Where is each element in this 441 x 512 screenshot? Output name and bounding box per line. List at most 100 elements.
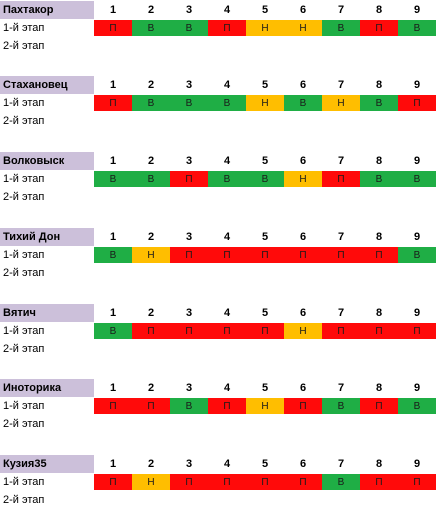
result-cell: П (208, 323, 246, 339)
round-number: 1 (109, 231, 117, 243)
stage-label: 1-й этап (3, 249, 45, 261)
round-number: 4 (223, 231, 231, 243)
result-cell: П (94, 474, 132, 490)
result-cell: В (398, 20, 436, 36)
result-cell: П (360, 323, 398, 339)
team-name: Иноторика (0, 379, 94, 397)
result-cell: В (322, 474, 360, 490)
result-cell: Н (246, 95, 284, 111)
round-number: 5 (261, 4, 269, 16)
team-header-row: Волковыск 1 2 3 4 5 6 7 8 9 (0, 152, 436, 170)
team-name: Кузия35 (0, 455, 94, 473)
team-block: Пахтакор 1 2 3 4 5 6 7 8 9 1-й этап П В В П Н Н В П В 2-й эт… (0, 0, 441, 56)
stage2-row: 2-й этап (0, 188, 94, 206)
result-cell: П (208, 474, 246, 490)
stage1-row: 1-й этап В В П В В Н П В В (0, 170, 436, 188)
stage1-row: 1-й этап П В В П Н Н В П В (0, 19, 436, 37)
round-number: 8 (375, 231, 383, 243)
round-number: 1 (109, 458, 117, 470)
result-cell: В (322, 398, 360, 414)
result-cell: П (170, 171, 208, 187)
stage-label: 1-й этап (3, 400, 45, 412)
stage-label: 2-й этап (3, 191, 45, 203)
result-cell: П (246, 323, 284, 339)
team-header-row: Пахтакор 1 2 3 4 5 6 7 8 9 (0, 1, 436, 19)
round-number: 1 (109, 79, 117, 91)
result-cell: В (170, 398, 208, 414)
round-number: 3 (185, 4, 193, 16)
round-number: 5 (261, 382, 269, 394)
result-cell: В (170, 95, 208, 111)
result-cell: Н (322, 95, 360, 111)
round-number: 5 (261, 458, 269, 470)
round-number: 8 (375, 155, 383, 167)
stage-label: 2-й этап (3, 343, 45, 355)
round-number: 2 (147, 155, 155, 167)
round-number: 3 (185, 458, 193, 470)
round-number: 9 (413, 307, 421, 319)
team-block: Вятич 1 2 3 4 5 6 7 8 9 1-й этап В П П П П Н П П П 2-й этап (0, 303, 441, 359)
team-header-row: Стахановец 1 2 3 4 5 6 7 8 9 (0, 76, 436, 94)
result-cell: П (94, 95, 132, 111)
round-number: 9 (413, 79, 421, 91)
result-cell: В (398, 398, 436, 414)
stage-label: 2-й этап (3, 40, 45, 52)
stage2-row: 2-й этап (0, 112, 94, 130)
result-cell: П (322, 247, 360, 263)
team-name: Стахановец (0, 76, 94, 94)
round-number: 6 (299, 231, 307, 243)
result-cell: В (132, 95, 170, 111)
result-cell: П (360, 474, 398, 490)
round-number: 3 (185, 155, 193, 167)
round-number: 6 (299, 79, 307, 91)
result-cell: П (170, 474, 208, 490)
result-cell: В (132, 171, 170, 187)
round-number: 4 (223, 155, 231, 167)
result-cell: П (398, 474, 436, 490)
result-cell: Н (284, 20, 322, 36)
round-number: 6 (299, 382, 307, 394)
team-header-row: Иноторика 1 2 3 4 5 6 7 8 9 (0, 379, 436, 397)
stage2-row: 2-й этап (0, 37, 94, 55)
round-number: 9 (413, 231, 421, 243)
round-number: 1 (109, 155, 117, 167)
round-number: 3 (185, 382, 193, 394)
team-block: Тихий Дон 1 2 3 4 5 6 7 8 9 1-й этап В Н П П П П П П В 2-й э… (0, 227, 441, 283)
result-cell: В (208, 171, 246, 187)
team-name: Пахтакор (0, 1, 94, 19)
round-number: 6 (299, 307, 307, 319)
result-cell: В (208, 95, 246, 111)
result-cell: П (360, 20, 398, 36)
stage-label: 1-й этап (3, 97, 45, 109)
stage-label: 2-й этап (3, 494, 45, 506)
round-number: 7 (337, 231, 345, 243)
result-cell: П (284, 398, 322, 414)
stage-label: 2-й этап (3, 115, 45, 127)
round-number: 2 (147, 458, 155, 470)
round-number: 5 (261, 307, 269, 319)
stage-label: 1-й этап (3, 22, 45, 34)
stage-label: 2-й этап (3, 418, 45, 430)
team-header-row: Тихий Дон 1 2 3 4 5 6 7 8 9 (0, 228, 436, 246)
round-number: 2 (147, 231, 155, 243)
round-number: 1 (109, 382, 117, 394)
round-number: 5 (261, 231, 269, 243)
round-number: 3 (185, 231, 193, 243)
result-cell: Н (284, 171, 322, 187)
round-number: 9 (413, 155, 421, 167)
round-number: 4 (223, 458, 231, 470)
round-number: 1 (109, 307, 117, 319)
stage2-row: 2-й этап (0, 415, 94, 433)
round-number: 8 (375, 4, 383, 16)
round-number: 9 (413, 382, 421, 394)
round-number: 4 (223, 382, 231, 394)
round-number: 8 (375, 458, 383, 470)
stage1-row: 1-й этап П П В П Н П В П В (0, 397, 436, 415)
team-header-row: Вятич 1 2 3 4 5 6 7 8 9 (0, 304, 436, 322)
result-cell: В (132, 20, 170, 36)
result-cell: В (284, 95, 322, 111)
result-cell: Н (132, 247, 170, 263)
result-cell: В (94, 171, 132, 187)
stage2-row: 2-й этап (0, 340, 94, 358)
result-cell: В (360, 95, 398, 111)
